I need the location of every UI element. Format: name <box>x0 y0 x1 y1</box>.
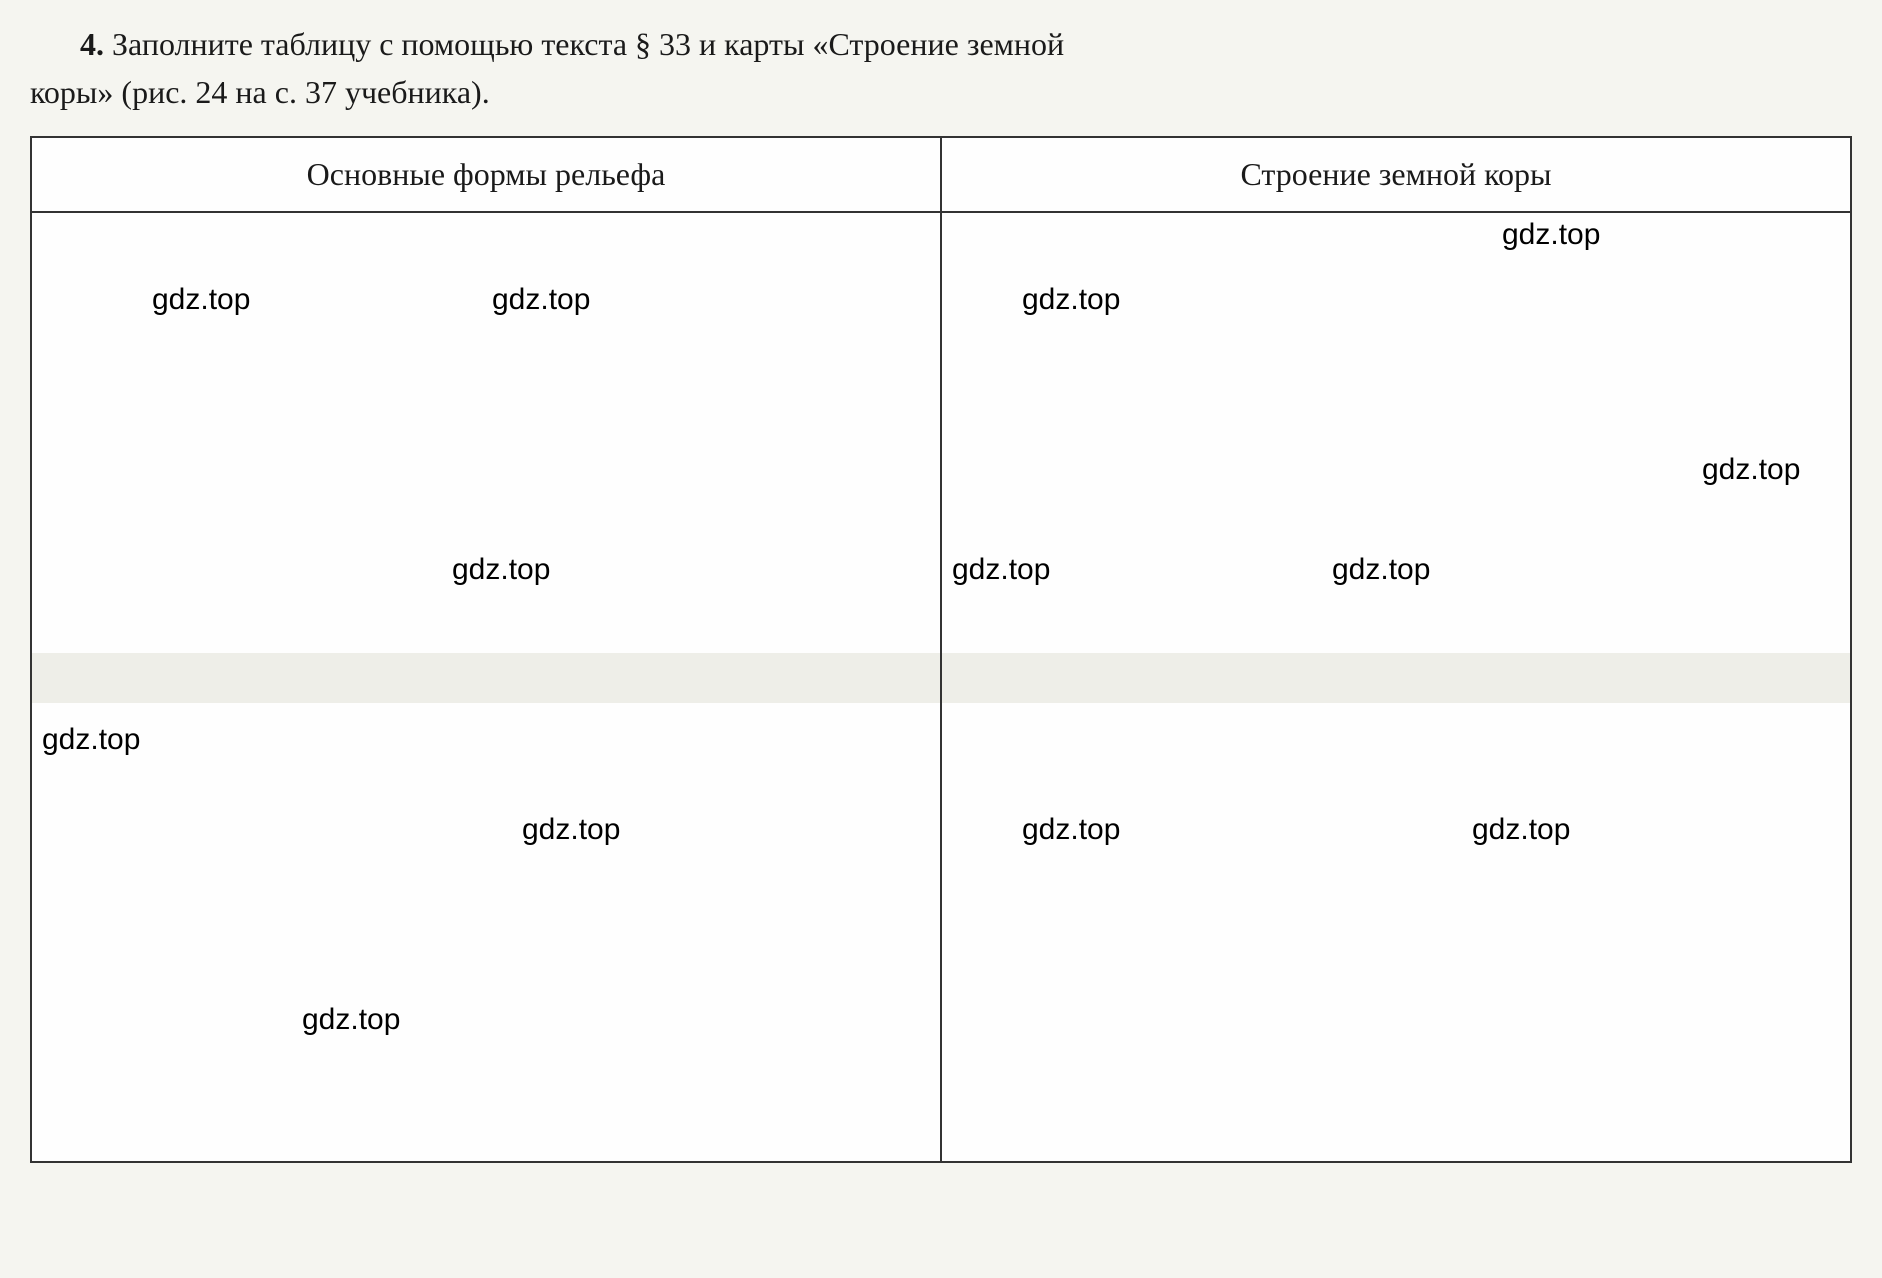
watermark: gdz.top <box>492 283 590 317</box>
watermark: gdz.top <box>42 723 140 757</box>
watermark: gdz.top <box>1332 553 1430 587</box>
watermark: gdz.top <box>1702 453 1800 487</box>
task-prompt: 4. Заполните таблицу с помощью текста § … <box>30 20 1852 116</box>
watermark: gdz.top <box>522 813 620 847</box>
watermark: gdz.top <box>1472 813 1570 847</box>
watermark: gdz.top <box>302 1003 400 1037</box>
watermark: gdz.top <box>452 553 550 587</box>
header-col2: Строение земной коры <box>941 137 1851 212</box>
cell-left: gdz.top gdz.top gdz.top gdz.top gdz.top gdz.t… <box>31 212 941 1162</box>
watermark: gdz.top <box>1502 218 1600 252</box>
ghost-bar <box>942 653 1850 703</box>
ghost-bar <box>32 653 940 703</box>
watermark: gdz.top <box>1022 283 1120 317</box>
task-text-line1: Заполните таблицу с помощью текста § 33 … <box>112 26 1064 62</box>
watermark: gdz.top <box>1022 813 1120 847</box>
watermark: gdz.top <box>952 553 1050 587</box>
cell-right: gdz.top gdz.top gdz.top gdz.top gdz.top gdz.t… <box>941 212 1851 1162</box>
task-number: 4. <box>30 26 104 62</box>
watermark: gdz.top <box>152 283 250 317</box>
relief-table: Основные формы рельефа Строение земной к… <box>30 136 1852 1163</box>
header-col1: Основные формы рельефа <box>31 137 941 212</box>
task-text-line2: коры» (рис. 24 на с. 37 учебника). <box>30 74 490 110</box>
